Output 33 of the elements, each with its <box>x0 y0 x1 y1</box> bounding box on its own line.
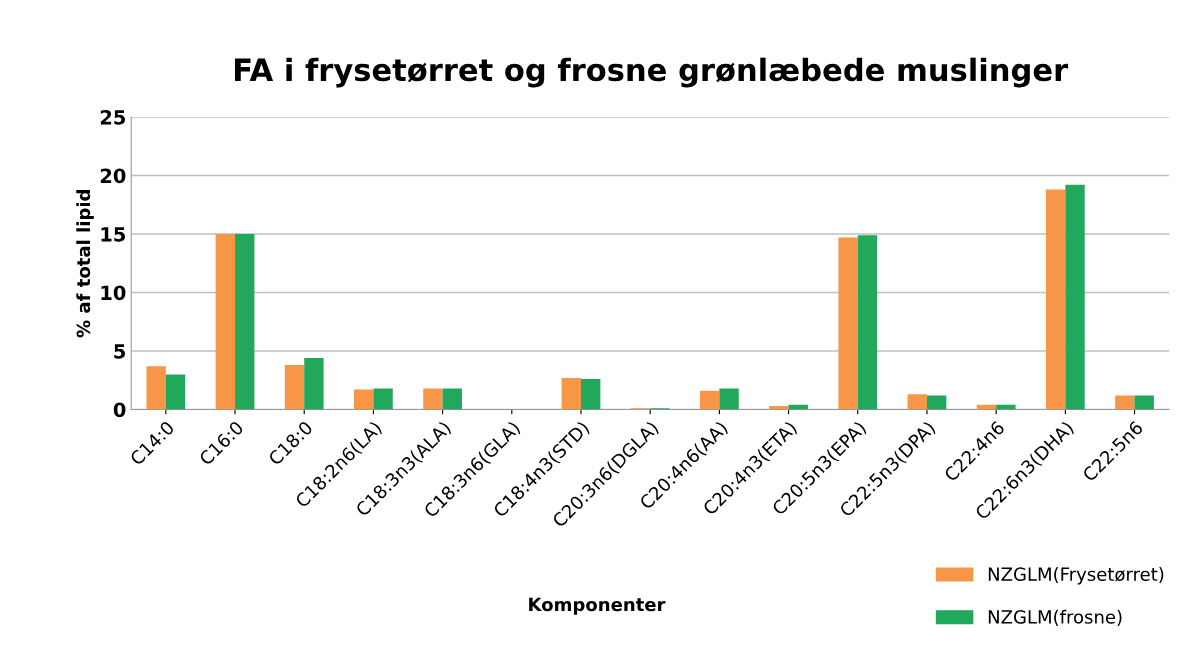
bar <box>165 374 186 410</box>
bar <box>580 379 601 410</box>
bar <box>423 388 443 410</box>
bar <box>442 388 462 410</box>
y-tick-label: 20 <box>100 168 126 184</box>
bar <box>926 395 947 410</box>
bar <box>838 237 858 410</box>
bar <box>1065 184 1085 410</box>
bar <box>1134 395 1154 410</box>
bar <box>700 390 720 410</box>
bar <box>373 388 393 410</box>
legend-label: NZGLM(frosne) <box>988 609 1122 626</box>
x-axis-title: Komponenter <box>529 597 666 615</box>
bar <box>561 377 581 410</box>
bar <box>284 365 305 410</box>
y-tick-label: 10 <box>101 285 126 301</box>
legend-label: NZGLM(Frysetørret) <box>988 567 1164 585</box>
bar <box>1115 395 1135 410</box>
y-tick-label: 0 <box>113 402 126 418</box>
bar <box>215 234 236 410</box>
bar <box>857 235 878 410</box>
bar <box>304 358 324 410</box>
bar <box>354 389 374 410</box>
y-tick-label: 25 <box>100 109 126 125</box>
bar <box>907 394 927 410</box>
chart-title: FA i frysetørret og frosne grønlæbede muslinger <box>235 57 1069 88</box>
y-tick-label: 15 <box>101 227 126 242</box>
y-axis-title: % af total lipid <box>76 190 94 338</box>
bar <box>146 366 166 410</box>
y-tick-label: 5 <box>114 344 126 359</box>
bar <box>235 234 255 410</box>
bar <box>1045 189 1066 410</box>
bar <box>719 388 739 410</box>
